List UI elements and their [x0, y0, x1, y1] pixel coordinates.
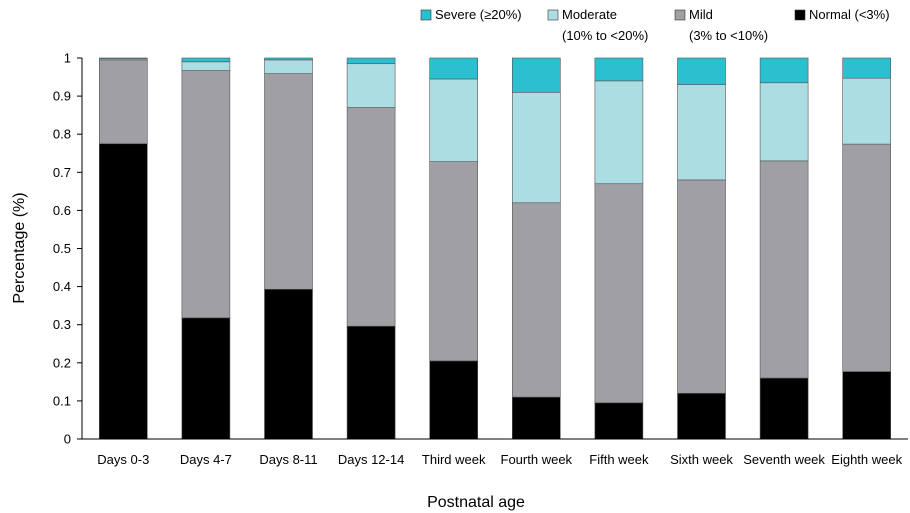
- bar-segment: [264, 59, 313, 74]
- bar-segment: [511, 57, 561, 93]
- bar-segment: [842, 77, 892, 145]
- bar-segment: [511, 91, 561, 204]
- bar-segment: [594, 80, 644, 185]
- x-axis: Days 0-3 Days 4-7 Days 8-11 Days 12-14 Third…: [82, 438, 908, 467]
- y-tick-label: 0.1: [53, 393, 71, 408]
- legend: Severe (≥20%) Moderate (10% to <20%) Mild (3…: [420, 7, 890, 43]
- bar-segment: [429, 78, 479, 162]
- bar-segment: [511, 396, 561, 440]
- y-tick-label: 0.3: [53, 317, 71, 332]
- bar-segment: [759, 377, 809, 440]
- bar-segment: [677, 392, 726, 440]
- bar-segment: [594, 183, 644, 404]
- x-tick-label: Eighth week: [831, 452, 902, 467]
- bar-segment: [99, 59, 148, 145]
- bar-segment: [99, 57, 148, 60]
- bar-segment: [677, 57, 726, 85]
- bar-segment: [677, 179, 726, 394]
- bar-segment: [181, 317, 231, 440]
- bar-segment: [429, 57, 479, 80]
- legend-label: Normal (<3%): [809, 7, 890, 22]
- bar-segment: [677, 84, 726, 181]
- x-tick-label: Days 0-3: [97, 452, 149, 467]
- bar-segment: [346, 57, 396, 65]
- bar-segment: [429, 161, 479, 362]
- legend-swatch: [547, 9, 559, 21]
- legend-swatch: [674, 9, 686, 21]
- x-axis-title: Postnatal age: [427, 494, 525, 511]
- bar-segment: [511, 202, 561, 398]
- x-tick-label: Fifth week: [589, 452, 649, 467]
- y-tick-label: 0: [64, 432, 71, 447]
- legend-label: Moderate: [562, 7, 617, 22]
- y-tick-label: 0.2: [53, 355, 71, 370]
- bar-segment: [759, 82, 809, 162]
- y-tick-label: 0.5: [53, 241, 71, 256]
- bar-segment: [429, 360, 479, 440]
- legend-label-line2: (3% to <10%): [689, 28, 768, 43]
- bar-segment: [759, 160, 809, 379]
- x-tick-label: Fourth week: [501, 452, 573, 467]
- legend-label-line2: (10% to <20%): [562, 28, 648, 43]
- y-tick-label: 0.8: [53, 127, 71, 142]
- bar-segment: [842, 57, 892, 79]
- y-tick-label: 0.9: [53, 89, 71, 104]
- bar-segment: [181, 57, 231, 63]
- bar-segment: [842, 143, 892, 372]
- bar-segment: [264, 73, 313, 290]
- bar-segment: [181, 61, 231, 71]
- x-tick-label: Third week: [422, 452, 486, 467]
- x-tick-label: Days 4-7: [180, 452, 232, 467]
- y-axis-title: Percentage (%): [11, 192, 28, 303]
- y-axis: 0 0.1 0.2 0.3 0.4 0.5 0.6 0.7 0.8 0.9 1: [53, 51, 83, 447]
- x-tick-label: Sixth week: [670, 452, 733, 467]
- bar-segment: [99, 143, 148, 440]
- y-tick-label: 0.4: [53, 279, 71, 294]
- legend-swatch: [420, 9, 432, 21]
- bar-segment: [594, 57, 644, 82]
- bar-segment: [264, 288, 313, 440]
- bar-segment: [759, 57, 809, 84]
- bar-segment: [594, 402, 644, 440]
- bar-segment: [346, 63, 396, 108]
- legend-label: Severe (≥20%): [435, 7, 522, 22]
- y-tick-label: 0.7: [53, 165, 71, 180]
- bars: [99, 57, 892, 440]
- x-tick-label: Days 12-14: [338, 452, 404, 467]
- bar-segment: [264, 57, 313, 61]
- bar-segment: [181, 70, 231, 319]
- bar-segment: [346, 325, 396, 440]
- bar-segment: [842, 371, 892, 440]
- x-tick-label: Seventh week: [743, 452, 825, 467]
- y-tick-label: 1: [64, 51, 71, 66]
- legend-swatch: [794, 9, 806, 21]
- legend-label: Mild: [689, 7, 713, 22]
- bar-segment: [346, 107, 396, 327]
- y-tick-label: 0.6: [53, 203, 71, 218]
- x-tick-label: Days 8-11: [259, 452, 317, 467]
